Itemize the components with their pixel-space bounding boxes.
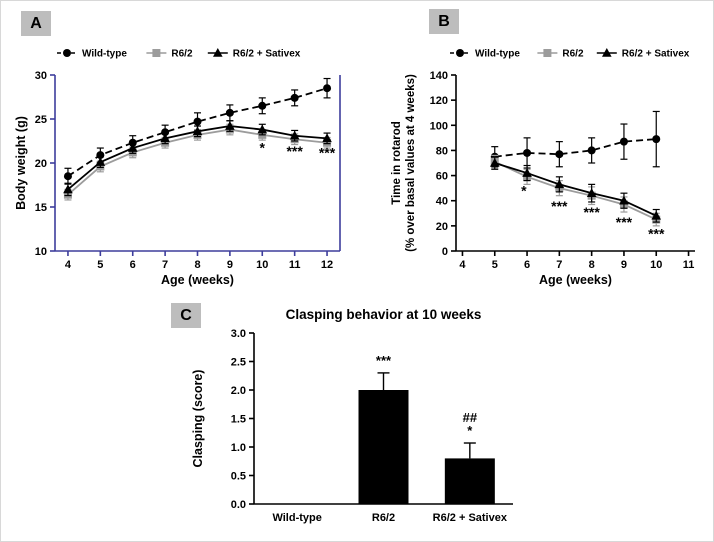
- svg-text:Wild-type: Wild-type: [272, 512, 321, 524]
- svg-text:*: *: [260, 139, 266, 155]
- svg-text:12: 12: [321, 259, 333, 271]
- rotarod-line-chart: 0 20 40 60 80 100 120 140 4 5 6 7 8 9 10 11 Age (weeks) T…: [386, 37, 711, 297]
- svg-text:***: ***: [319, 145, 336, 161]
- svg-text:5: 5: [97, 259, 103, 271]
- svg-text:120: 120: [430, 95, 448, 107]
- svg-text:140: 140: [430, 70, 448, 82]
- panel-c-label: C: [171, 303, 201, 328]
- svg-text:20: 20: [35, 158, 47, 170]
- svg-text:10: 10: [35, 246, 47, 258]
- svg-text:Clasping behavior at 10 weeks: Clasping behavior at 10 weeks: [286, 307, 482, 322]
- svg-text:*: *: [467, 423, 473, 438]
- svg-text:11: 11: [289, 259, 301, 271]
- svg-text:6: 6: [524, 259, 530, 271]
- svg-text:10: 10: [256, 259, 268, 271]
- svg-text:3.0: 3.0: [231, 328, 246, 340]
- svg-text:4: 4: [65, 259, 72, 271]
- svg-text:5: 5: [492, 259, 498, 271]
- svg-text:30: 30: [35, 70, 47, 82]
- svg-text:4: 4: [459, 259, 466, 271]
- svg-text:80: 80: [436, 145, 448, 157]
- svg-text:9: 9: [621, 259, 627, 271]
- svg-text:0.5: 0.5: [231, 471, 246, 483]
- svg-text:7: 7: [556, 259, 562, 271]
- svg-text:R6/2: R6/2: [562, 49, 584, 60]
- svg-text:R6/2: R6/2: [171, 49, 193, 60]
- svg-text:Clasping (score): Clasping (score): [191, 370, 205, 468]
- svg-text:***: ***: [583, 204, 600, 220]
- svg-text:25: 25: [35, 114, 47, 126]
- svg-text:R6/2 + Sativex: R6/2 + Sativex: [433, 512, 508, 524]
- clasping-bar-chart: Clasping behavior at 10 weeks 0.0 0.5 1.0 1.…: [186, 301, 531, 536]
- svg-text:***: ***: [616, 214, 633, 230]
- svg-text:20: 20: [436, 221, 448, 233]
- svg-text:9: 9: [227, 259, 233, 271]
- svg-text:Wild-type: Wild-type: [82, 49, 127, 60]
- svg-text:11: 11: [683, 259, 695, 271]
- svg-text:##: ##: [463, 410, 478, 425]
- svg-text:Age (weeks): Age (weeks): [539, 273, 612, 287]
- svg-text:Wild-type: Wild-type: [475, 49, 520, 60]
- svg-text:*: *: [521, 183, 527, 199]
- svg-text:60: 60: [436, 171, 448, 183]
- svg-text:***: ***: [648, 225, 665, 241]
- svg-text:R6/2 + Sativex: R6/2 + Sativex: [233, 49, 301, 60]
- panel-a-label: A: [21, 11, 51, 36]
- svg-text:1.0: 1.0: [231, 442, 246, 454]
- svg-text:1.5: 1.5: [231, 414, 246, 426]
- svg-text:***: ***: [376, 353, 392, 368]
- svg-text:15: 15: [35, 202, 47, 214]
- svg-text:Age (weeks): Age (weeks): [161, 273, 234, 287]
- svg-text:100: 100: [430, 120, 448, 132]
- body-weight-line-chart: 10 15 20 25 30 4 5 6 7 8 9 10 11 12 Age (weeks) Body we…: [11, 37, 356, 297]
- svg-text:R6/2 + Sativex: R6/2 + Sativex: [622, 49, 690, 60]
- svg-text:40: 40: [436, 196, 448, 208]
- svg-text:Time in rotarod: Time in rotarod: [391, 121, 403, 205]
- svg-text:***: ***: [551, 198, 568, 214]
- svg-text:(% over basal values at 4 week: (% over basal values at 4 weeks): [405, 74, 417, 252]
- svg-text:8: 8: [589, 259, 595, 271]
- svg-text:***: ***: [286, 143, 303, 159]
- svg-text:7: 7: [162, 259, 168, 271]
- svg-text:2.0: 2.0: [231, 385, 246, 397]
- svg-text:6: 6: [130, 259, 136, 271]
- svg-text:10: 10: [650, 259, 662, 271]
- svg-text:8: 8: [194, 259, 200, 271]
- panel-b-label: B: [429, 9, 459, 34]
- svg-text:0.0: 0.0: [231, 499, 246, 511]
- svg-text:R6/2: R6/2: [372, 512, 395, 524]
- svg-text:2.5: 2.5: [231, 357, 246, 369]
- svg-text:0: 0: [442, 246, 448, 258]
- svg-text:Body weight (g): Body weight (g): [14, 116, 28, 210]
